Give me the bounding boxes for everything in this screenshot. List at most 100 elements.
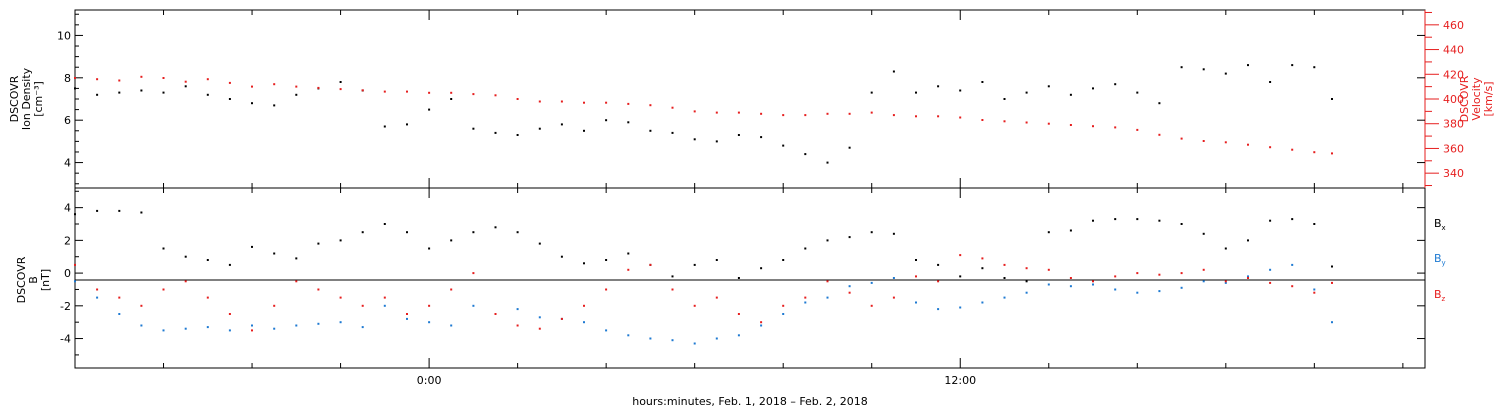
top-panel-frame — [74, 9, 1426, 189]
b-title-line-3: [nT] — [39, 269, 52, 291]
bz-point — [715, 296, 718, 299]
bz-point — [494, 313, 497, 315]
bx-point — [693, 263, 696, 266]
by-point — [361, 326, 364, 329]
velocity-point — [737, 111, 740, 114]
velocity-point — [826, 112, 829, 115]
density-point — [1047, 85, 1050, 88]
velocity-point — [782, 114, 785, 117]
b-title-line-2: B — [27, 276, 40, 284]
density-point — [74, 87, 76, 90]
bx-point — [494, 226, 497, 229]
bz-point — [1331, 281, 1333, 284]
bz-point — [915, 275, 917, 278]
by-point — [848, 285, 851, 288]
velocity-tick-label: 400 — [1443, 93, 1464, 106]
bx-point — [140, 211, 143, 214]
density-point — [383, 125, 386, 128]
bx-point — [782, 259, 785, 261]
by-point — [339, 321, 342, 324]
bx-point — [1003, 277, 1006, 279]
density-point — [406, 123, 408, 126]
by-point — [1291, 263, 1294, 266]
velocity-point — [1092, 125, 1094, 128]
velocity-point — [295, 85, 298, 88]
velocity-point — [450, 91, 453, 94]
bz-point — [162, 288, 165, 291]
by-point — [96, 296, 99, 299]
density-point — [715, 140, 718, 143]
by-point — [295, 324, 298, 327]
bx-point — [760, 267, 763, 270]
by-point — [406, 317, 408, 320]
bx-point — [1158, 219, 1161, 222]
velocity-point — [1025, 121, 1028, 124]
density-point — [1202, 68, 1205, 71]
velocity-tick-label: 380 — [1443, 118, 1464, 131]
legend-by: By — [1434, 252, 1446, 267]
density-tick-label: 6 — [64, 114, 71, 127]
density-point — [450, 98, 453, 100]
velocity-point — [118, 79, 121, 82]
b-title-line-1: DSCOVR — [15, 256, 28, 303]
bz-point — [228, 313, 231, 315]
bz-point — [892, 296, 895, 299]
density-point — [228, 98, 231, 100]
bx-point — [1047, 231, 1050, 234]
bz-point — [1180, 272, 1183, 275]
density-point — [1224, 72, 1227, 75]
density-axis-title: DSCOVR Ion Density [cm⁻³] — [8, 67, 45, 130]
bz-point — [1003, 263, 1006, 266]
by-point — [317, 322, 320, 325]
velocity-point — [162, 77, 165, 79]
velocity-point — [804, 114, 807, 117]
by-point — [1069, 285, 1072, 288]
bz-point — [406, 313, 408, 315]
bx-point — [538, 242, 541, 245]
by-point — [1158, 290, 1161, 293]
by-point — [1025, 291, 1028, 294]
bz-point — [1224, 280, 1227, 283]
bx-point — [1313, 223, 1316, 225]
by-point — [826, 296, 829, 299]
velocity-point — [892, 114, 895, 117]
b-tick-label: 0 — [64, 267, 71, 280]
bx-point — [383, 223, 386, 225]
velocity-point — [870, 111, 873, 114]
velocity-point — [627, 102, 630, 105]
density-point — [1247, 64, 1249, 67]
by-point — [1003, 296, 1006, 299]
density-point — [339, 81, 342, 83]
by-point — [715, 337, 718, 340]
bx-series — [74, 209, 1333, 283]
bz-point — [627, 268, 630, 271]
velocity-point — [671, 106, 674, 109]
density-point — [560, 123, 563, 126]
bz-point — [583, 304, 585, 307]
bz-point — [671, 288, 674, 291]
by-point — [693, 342, 696, 345]
bx-point — [339, 239, 342, 242]
velocity-point — [1331, 152, 1333, 155]
velocity-point — [715, 111, 718, 114]
density-point — [959, 89, 962, 92]
velocity-title-line-1: DSCOVR — [1458, 75, 1471, 122]
bz-point — [1069, 277, 1072, 279]
bx-point — [96, 209, 99, 212]
velocity-point — [1158, 133, 1161, 136]
bx-point — [804, 247, 807, 250]
by-point — [383, 304, 386, 307]
bx-point — [273, 252, 276, 255]
bx-point — [1291, 218, 1294, 221]
density-point — [1331, 98, 1333, 100]
bz-point — [760, 321, 763, 324]
bx-point — [1269, 219, 1272, 222]
velocity-tick-label: 460 — [1443, 19, 1464, 32]
density-point — [848, 146, 851, 149]
by-point — [251, 324, 253, 327]
density-point — [516, 134, 519, 136]
bx-point — [1092, 219, 1094, 222]
velocity-point — [317, 86, 320, 89]
density-point — [494, 131, 497, 134]
bx-point — [826, 239, 829, 242]
